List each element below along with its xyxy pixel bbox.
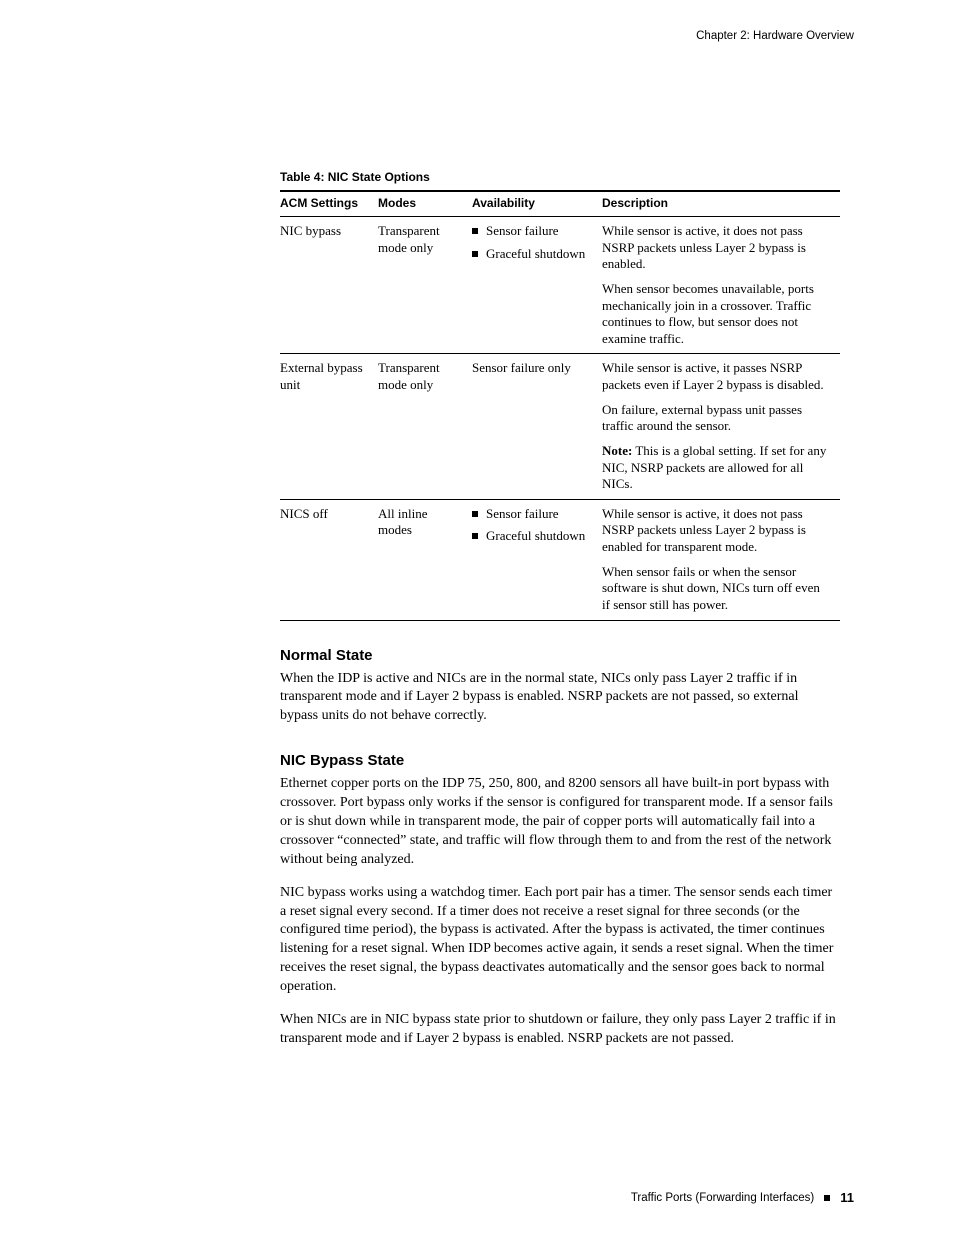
main-content: Table 4: NIC State Options ACM Settings … xyxy=(280,170,840,1049)
desc-paragraph: While sensor is active, it passes NSRP p… xyxy=(602,360,830,393)
cell-availability: Sensor failure Graceful shutdown xyxy=(472,499,602,620)
note-label: Note: xyxy=(602,443,632,458)
cell-availability: Sensor failure only xyxy=(472,354,602,499)
desc-paragraph: When sensor becomes unavailable, ports m… xyxy=(602,281,830,348)
col-header-availability: Availability xyxy=(472,191,602,217)
page-number: 11 xyxy=(840,1190,854,1205)
bullet-item: Sensor failure xyxy=(472,506,592,523)
bullet-item: Graceful shutdown xyxy=(472,528,592,545)
page-footer: Traffic Ports (Forwarding Interfaces) 11 xyxy=(631,1190,854,1205)
desc-paragraph: While sensor is active, it does not pass… xyxy=(602,506,830,556)
cell-description: While sensor is active, it does not pass… xyxy=(602,217,840,354)
col-header-modes: Modes xyxy=(378,191,472,217)
col-header-acm: ACM Settings xyxy=(280,191,378,217)
body-paragraph: When NICs are in NIC bypass state prior … xyxy=(280,1011,840,1049)
table-caption: Table 4: NIC State Options xyxy=(280,170,840,184)
desc-paragraph: When sensor fails or when the sensor sof… xyxy=(602,564,830,614)
cell-description: While sensor is active, it passes NSRP p… xyxy=(602,354,840,499)
col-header-description: Description xyxy=(602,191,840,217)
nic-state-table: ACM Settings Modes Availability Descript… xyxy=(280,190,840,621)
cell-description: While sensor is active, it does not pass… xyxy=(602,499,840,620)
desc-note: Note: This is a global setting. If set f… xyxy=(602,443,830,493)
cell-modes: All inline modes xyxy=(378,499,472,620)
bullet-item: Graceful shutdown xyxy=(472,246,592,263)
cell-modes: Transparent mode only xyxy=(378,354,472,499)
page: Chapter 2: Hardware Overview Table 4: NI… xyxy=(0,0,954,1235)
cell-acm: NICS off xyxy=(280,499,378,620)
bullet-item: Sensor failure xyxy=(472,223,592,240)
running-header: Chapter 2: Hardware Overview xyxy=(696,30,854,42)
bullet-icon xyxy=(824,1195,830,1201)
body-paragraph: Ethernet copper ports on the IDP 75, 250… xyxy=(280,775,840,869)
cell-acm: NIC bypass xyxy=(280,217,378,354)
body-paragraph: NIC bypass works using a watchdog timer.… xyxy=(280,884,840,997)
table-row: NICS off All inline modes Sensor failure… xyxy=(280,499,840,620)
note-text: This is a global setting. If set for any… xyxy=(602,443,826,491)
desc-paragraph: On failure, external bypass unit passes … xyxy=(602,402,830,435)
desc-paragraph: While sensor is active, it does not pass… xyxy=(602,223,830,273)
section-heading-normal-state: Normal State xyxy=(280,647,840,664)
table-row: NIC bypass Transparent mode only Sensor … xyxy=(280,217,840,354)
cell-acm: External bypass unit xyxy=(280,354,378,499)
body-paragraph: When the IDP is active and NICs are in t… xyxy=(280,670,840,727)
cell-availability: Sensor failure Graceful shutdown xyxy=(472,217,602,354)
section-heading-nic-bypass-state: NIC Bypass State xyxy=(280,752,840,769)
cell-modes: Transparent mode only xyxy=(378,217,472,354)
table-row: External bypass unit Transparent mode on… xyxy=(280,354,840,499)
footer-section-label: Traffic Ports (Forwarding Interfaces) xyxy=(631,1192,814,1204)
